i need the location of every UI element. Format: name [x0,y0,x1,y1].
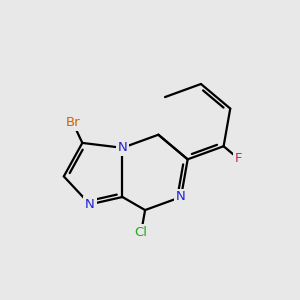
Text: Br: Br [66,116,80,129]
Text: N: N [85,198,95,211]
Text: N: N [118,141,127,154]
Text: Cl: Cl [135,226,148,238]
Text: N: N [176,190,186,203]
Text: F: F [235,152,242,165]
